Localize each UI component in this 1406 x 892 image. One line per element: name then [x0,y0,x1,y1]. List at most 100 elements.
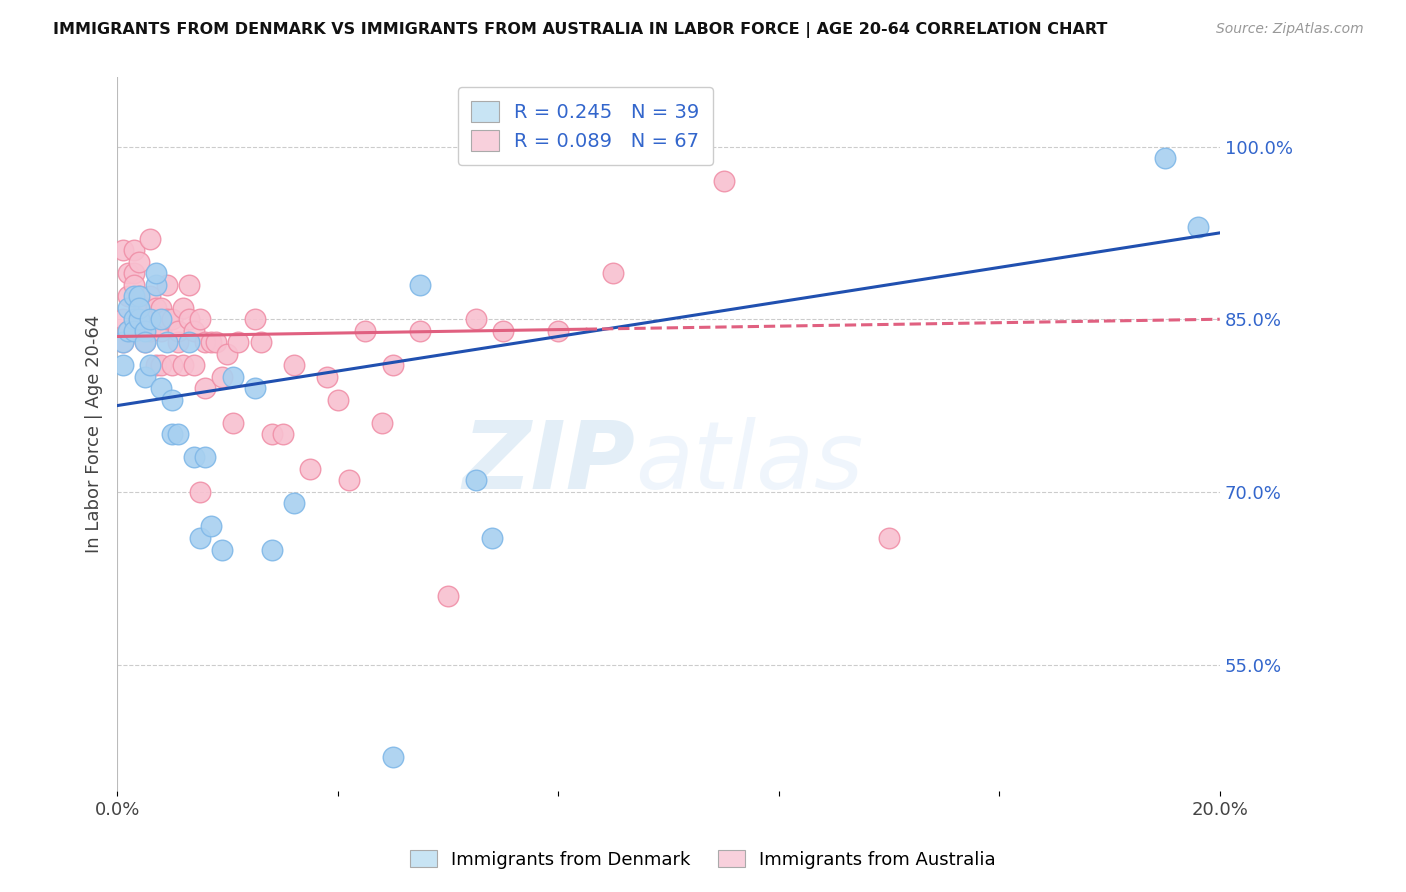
Point [162,427,184,442]
Point [437,589,460,603]
Point [166,427,188,442]
Point [299,462,322,476]
Point [150,381,173,395]
Point [200,519,222,533]
Point [492,324,515,338]
Point [111,243,134,257]
Point [134,301,156,315]
Point [211,369,233,384]
Point [150,359,173,373]
Point [122,243,145,257]
Point [117,324,139,338]
Point [172,301,194,315]
Point [1153,151,1175,165]
Point [547,324,569,338]
Point [128,254,150,268]
Point [315,369,337,384]
Point [249,335,271,350]
Point [162,392,184,407]
Point [122,324,145,338]
Point [260,542,283,557]
Point [162,312,184,326]
Point [145,266,167,280]
Point [156,277,179,292]
Point [713,174,735,188]
Point [381,749,404,764]
Point [177,335,200,350]
Point [128,289,150,303]
Point [139,324,162,338]
Point [183,450,205,465]
Point [111,335,134,350]
Point [128,301,150,315]
Point [111,312,134,326]
Point [128,289,150,303]
Point [877,531,900,545]
Point [117,324,139,338]
Point [139,359,162,373]
Text: Source: ZipAtlas.com: Source: ZipAtlas.com [1216,22,1364,37]
Point [128,312,150,326]
Text: atlas: atlas [636,417,863,508]
Point [166,324,188,338]
Point [134,312,156,326]
Point [371,416,394,430]
Point [122,289,145,303]
Point [183,324,205,338]
Point [194,381,217,395]
Point [228,335,250,350]
Point [271,427,294,442]
Point [194,335,217,350]
Point [381,359,404,373]
Point [337,474,360,488]
Point [122,312,145,326]
Point [145,359,167,373]
Point [243,312,266,326]
Point [464,312,486,326]
Point [172,359,194,373]
Point [283,359,305,373]
Point [134,335,156,350]
Point [122,277,145,292]
Point [139,289,162,303]
Point [188,485,211,500]
Legend: Immigrants from Denmark, Immigrants from Australia: Immigrants from Denmark, Immigrants from… [402,843,1004,876]
Point [139,232,162,246]
Point [150,312,173,326]
Point [156,335,179,350]
Point [481,531,503,545]
Point [1187,220,1209,235]
Point [409,277,432,292]
Point [194,450,217,465]
Point [139,312,162,326]
Point [217,347,239,361]
Point [326,392,349,407]
Point [177,312,200,326]
Point [188,312,211,326]
Point [111,359,134,373]
Point [166,335,188,350]
Point [156,312,179,326]
Point [134,335,156,350]
Point [354,324,377,338]
Point [260,427,283,442]
Point [283,496,305,510]
Point [117,301,139,315]
Point [134,324,156,338]
Point [409,324,432,338]
Point [122,266,145,280]
Legend: R = 0.245   N = 39, R = 0.089   N = 67: R = 0.245 N = 39, R = 0.089 N = 67 [458,87,713,164]
Point [222,369,245,384]
Point [128,301,150,315]
Point [183,359,205,373]
Point [177,277,200,292]
Point [243,381,266,395]
Text: IMMIGRANTS FROM DENMARK VS IMMIGRANTS FROM AUSTRALIA IN LABOR FORCE | AGE 20-64 : IMMIGRANTS FROM DENMARK VS IMMIGRANTS FR… [53,22,1108,38]
Point [602,266,624,280]
Point [134,369,156,384]
Point [150,301,173,315]
Point [205,335,228,350]
Point [117,289,139,303]
Text: ZIP: ZIP [463,417,636,509]
Point [145,277,167,292]
